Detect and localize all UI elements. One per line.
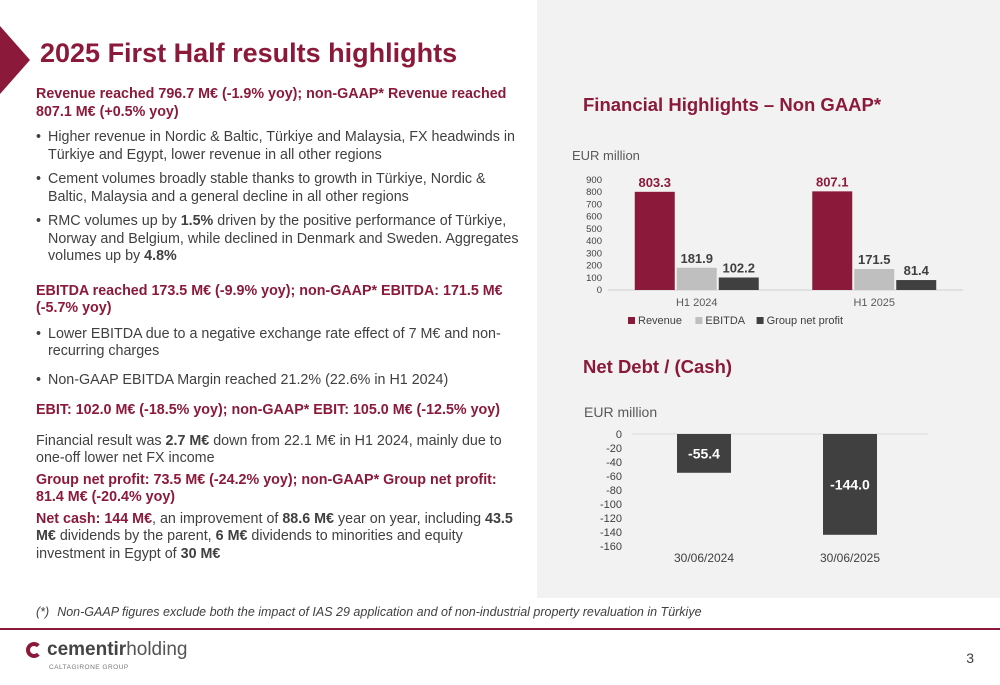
text: down from 22.1 M€ in H1 2024, mainly due… [36, 432, 502, 467]
data-label: 81.4 [904, 263, 930, 278]
y-tick-label: -80 [606, 485, 622, 497]
x-tick-label: 30/06/2024 [674, 551, 734, 565]
footnote-text: Non-GAAP figures exclude both the impact… [57, 605, 702, 619]
y-tick-label: 200 [586, 261, 602, 272]
data-label: 181.9 [680, 251, 713, 266]
legend-label: EBITDA [705, 315, 745, 327]
y-tick-label: -60 [606, 471, 622, 483]
text: year on year, including [334, 510, 486, 527]
revenue-bullet-2: Cement volumes broadly stable thanks to … [36, 171, 526, 206]
data-label: 807.1 [816, 174, 849, 189]
legend-label: Revenue [638, 315, 682, 327]
logo-text-b: holding [126, 639, 188, 660]
text: 2.7 M€ [165, 432, 210, 449]
title-arrow-icon [0, 26, 30, 94]
footnote-marker: (*) [36, 605, 50, 619]
legend-swatch-1 [695, 317, 703, 324]
x-tick-label: H1 2024 [676, 297, 718, 309]
legend-label: Group net profit [767, 315, 843, 327]
x-tick-label: H1 2025 [853, 297, 895, 309]
financial-result-text: Financial result was 2.7 M€ down from 22… [36, 433, 526, 468]
y-tick-label: -120 [600, 513, 622, 525]
text: 30 M€ [180, 545, 221, 562]
logo-c-icon [26, 642, 42, 658]
y-tick-label: 400 [586, 236, 602, 247]
y-tick-label: 900 [586, 175, 602, 186]
revenue-bullet-1: Higher revenue in Nordic & Baltic, Türki… [36, 129, 526, 164]
y-axis-label: EUR million [584, 404, 657, 420]
legend-swatch-2 [756, 317, 764, 324]
data-label: -55.4 [688, 445, 720, 461]
footer-divider [0, 628, 1000, 630]
y-tick-label: 100 [586, 273, 602, 284]
text: RMC volumes up by [48, 213, 181, 229]
bar [677, 434, 731, 473]
text: Financial result was [36, 432, 166, 449]
ebit-heading: EBIT: 102.0 M€ (-18.5% yoy); non-GAAP* E… [36, 402, 500, 418]
net-cash-text: Net cash: 144 M€, an improvement of 88.6… [36, 511, 526, 564]
x-tick-label: 30/06/2025 [820, 551, 880, 565]
text: 1.5% [180, 213, 214, 229]
data-label: 102.2 [722, 261, 755, 276]
bar-0 [812, 191, 853, 290]
footnote: (*) Non-GAAP figures exclude both the imp… [36, 605, 710, 619]
data-label: 171.5 [858, 252, 891, 267]
logo-text-a: cementir [47, 639, 127, 660]
right-panel [537, 0, 1000, 598]
bar-1 [676, 267, 717, 290]
bar [823, 434, 877, 535]
logo-subtitle: CALTAGIRONE GROUP [49, 664, 129, 671]
legend-swatch-0 [628, 317, 635, 324]
text: driven by the positive performance of Tü… [48, 213, 519, 264]
highlights-text: Revenue reached 796.7 M€ (-1.9% yoy); no… [36, 86, 526, 563]
data-label: -144.0 [830, 476, 870, 492]
bar-2 [896, 280, 937, 290]
y-tick-label: 600 [586, 212, 602, 223]
logo-text: cementirholding [47, 639, 187, 661]
y-tick-label: -140 [600, 527, 622, 539]
y-tick-label: -160 [600, 541, 622, 553]
bar-1 [854, 269, 895, 290]
text: dividends by the parent, [55, 528, 216, 544]
page-number: 3 [966, 650, 974, 666]
bar-2 [718, 277, 759, 290]
data-label: 803.3 [638, 175, 671, 190]
ebitda-bullet-1: Lower EBITDA due to a negative exchange … [36, 326, 526, 361]
revenue-heading: Revenue reached 796.7 M€ (-1.9% yoy); no… [36, 86, 507, 120]
text: 4.8% [144, 248, 177, 264]
page-title: 2025 First Half results highlights [40, 38, 458, 68]
y-tick-label: 500 [586, 224, 602, 235]
text: 88.6 M€ [282, 510, 335, 527]
y-tick-label: 700 [586, 199, 602, 210]
y-tick-label: 0 [597, 285, 602, 296]
y-tick-label: -20 [606, 443, 622, 455]
text: Net cash: 144 M€ [36, 510, 153, 527]
revenue-bullet-3: RMC volumes up by 1.5% driven by the pos… [36, 213, 526, 266]
text: 6 M€ [215, 528, 248, 544]
text: 43.5 M€ [36, 510, 513, 545]
ebitda-heading: EBITDA reached 173.5 M€ (-9.9% yoy); non… [36, 282, 503, 317]
y-tick-label: -100 [600, 499, 622, 511]
y-tick-label: 300 [586, 248, 602, 259]
net-debt-title: Net Debt / (Cash) [583, 356, 733, 377]
ebitda-bullet-2: Non-GAAP EBITDA Margin reached 21.2% (22… [36, 372, 526, 390]
net-debt-chart: EUR million 0 -20 -40 -60 -80 -100 -120 -140 -160… [584, 404, 928, 565]
y-axis-label: EUR million [572, 148, 640, 163]
bar-0 [634, 191, 675, 290]
text: dividends to minorities and equity inves… [36, 528, 463, 562]
y-tick-label: -40 [606, 457, 622, 469]
financial-highlights-title: Financial Highlights – Non GAAP* [583, 94, 882, 115]
y-tick-label: 800 [586, 187, 602, 198]
net-profit-heading: Group net profit: 73.5 M€ (-24.2% yoy); … [36, 471, 497, 506]
text: , an improvement of [152, 510, 283, 527]
y-tick-label: 0 [616, 429, 622, 441]
